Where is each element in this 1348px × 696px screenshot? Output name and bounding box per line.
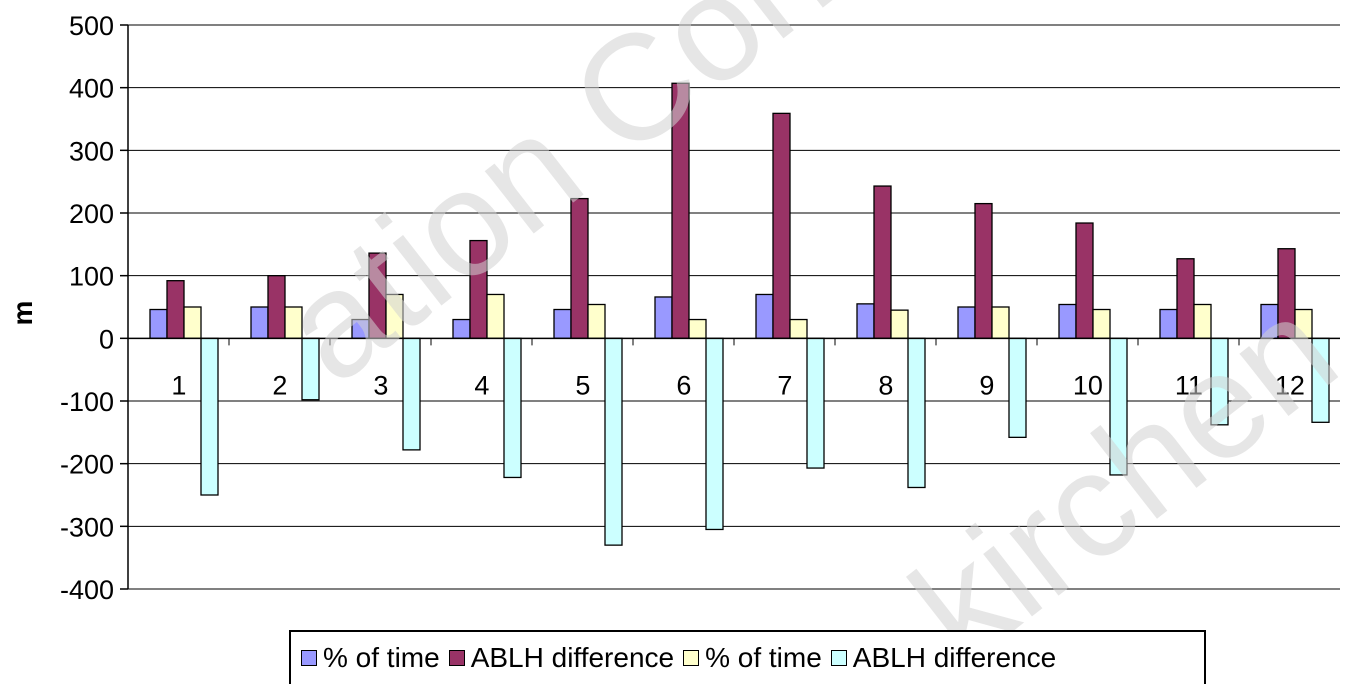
bar-series4-cat-4 <box>503 337 522 479</box>
bars <box>149 82 1330 546</box>
bar-series1-cat-5 <box>553 308 572 339</box>
x-tick-label: 10 <box>1073 370 1103 400</box>
x-tick-labels: 1 2 3 4 5 6 7 8 9 10 11 12 <box>171 370 1305 400</box>
bar-series1-cat-3 <box>351 318 370 339</box>
bar-series1-cat-4 <box>452 318 471 339</box>
bar-series1-cat-2 <box>250 306 269 339</box>
bar-series2-cat-1 <box>166 280 185 339</box>
y-tick-label: -300 <box>60 512 114 542</box>
bar-series3-cat-8 <box>890 309 909 339</box>
x-tick-label: 7 <box>777 370 792 400</box>
legend-item: % of time <box>683 642 822 674</box>
bar-series1-cat-11 <box>1159 308 1178 339</box>
bar-series3-cat-4 <box>486 293 505 339</box>
bar-series1-cat-6 <box>654 296 673 339</box>
bar-series4-cat-10 <box>1109 337 1128 476</box>
bar-series2-cat-6 <box>671 82 690 339</box>
bar-series2-cat-8 <box>873 185 892 339</box>
bar-series1-cat-10 <box>1058 303 1077 339</box>
y-tick-label: -400 <box>60 575 114 605</box>
bar-series4-cat-8 <box>907 337 926 489</box>
legend-swatch <box>301 650 317 666</box>
y-tick-label: 400 <box>69 74 114 104</box>
bar-series3-cat-10 <box>1092 308 1111 339</box>
legend-item: % of time <box>301 642 440 674</box>
legend-label: % of time <box>705 642 822 673</box>
y-tick-label: 100 <box>69 262 114 292</box>
bar-series3-cat-11 <box>1193 303 1212 339</box>
bar-series2-cat-2 <box>267 275 286 339</box>
axes <box>120 24 1340 590</box>
bar-series4-cat-7 <box>806 337 825 469</box>
legend-label: % of time <box>323 642 440 673</box>
x-tick-label: 1 <box>171 370 186 400</box>
legend-swatch <box>830 650 847 666</box>
gridlines <box>128 24 1340 590</box>
legend-item: ABLH difference <box>830 642 1057 674</box>
legend-label: ABLH difference <box>852 642 1057 673</box>
bar-series3-cat-6 <box>688 318 707 339</box>
bar-series4-cat-12 <box>1311 337 1330 423</box>
x-tick-label: 12 <box>1275 370 1305 400</box>
bar-series2-cat-5 <box>570 197 589 339</box>
legend-label: ABLH difference <box>470 642 675 673</box>
bar-series2-cat-12 <box>1277 248 1296 339</box>
y-tick-label: 300 <box>69 136 114 166</box>
bar-series4-cat-2 <box>301 337 320 401</box>
x-tick-label: 5 <box>575 370 590 400</box>
bar-series2-cat-9 <box>974 202 993 339</box>
bar-series2-cat-11 <box>1176 258 1195 339</box>
x-tick-label: 8 <box>878 370 893 400</box>
bar-series4-cat-1 <box>200 337 219 496</box>
x-tick-label: 2 <box>272 370 287 400</box>
bar-series1-cat-7 <box>755 293 774 339</box>
x-tick-label: 3 <box>373 370 388 400</box>
y-axis-label: m <box>7 301 38 326</box>
y-tick-label: -100 <box>60 387 114 417</box>
bar-series3-cat-1 <box>183 306 202 339</box>
bar-series1-cat-9 <box>957 306 976 339</box>
bar-series2-cat-3 <box>368 252 387 339</box>
bar-series4-cat-9 <box>1008 337 1027 438</box>
x-tick-label: 11 <box>1175 370 1203 400</box>
y-tick-label: 500 <box>69 11 114 41</box>
legend-item: ABLH difference <box>448 642 675 674</box>
bar-series2-cat-7 <box>772 112 791 339</box>
bar-series1-cat-12 <box>1260 303 1279 339</box>
bar-series4-cat-6 <box>705 337 724 531</box>
bar-series3-cat-12 <box>1294 308 1313 339</box>
bar-series3-cat-3 <box>385 293 404 339</box>
bar-series3-cat-7 <box>789 318 808 339</box>
bar-series4-cat-3 <box>402 337 421 451</box>
legend: % of time ABLH difference % of time ABLH di… <box>289 630 1206 684</box>
y-tick-labels: 500 400 300 200 100 0 -100 -200 -300 -400 <box>60 11 114 605</box>
legend-swatch <box>448 650 465 666</box>
y-tick-label: 200 <box>69 199 114 229</box>
bar-series3-cat-9 <box>991 306 1010 339</box>
bar-series3-cat-2 <box>284 306 303 339</box>
bar-series3-cat-5 <box>587 303 606 339</box>
bar-series2-cat-10 <box>1075 222 1094 339</box>
bar-series1-cat-8 <box>856 303 875 339</box>
legend-swatch <box>683 650 700 666</box>
bar-series2-cat-4 <box>469 239 488 339</box>
x-tick-label: 6 <box>676 370 691 400</box>
y-tick-label: 0 <box>99 324 114 354</box>
bar-series4-cat-5 <box>604 337 623 546</box>
bar-series4-cat-11 <box>1210 337 1229 426</box>
y-tick-label: -200 <box>60 450 114 480</box>
x-tick-label: 9 <box>979 370 994 400</box>
x-tick-label: 4 <box>474 370 489 400</box>
bar-series1-cat-1 <box>149 308 168 339</box>
